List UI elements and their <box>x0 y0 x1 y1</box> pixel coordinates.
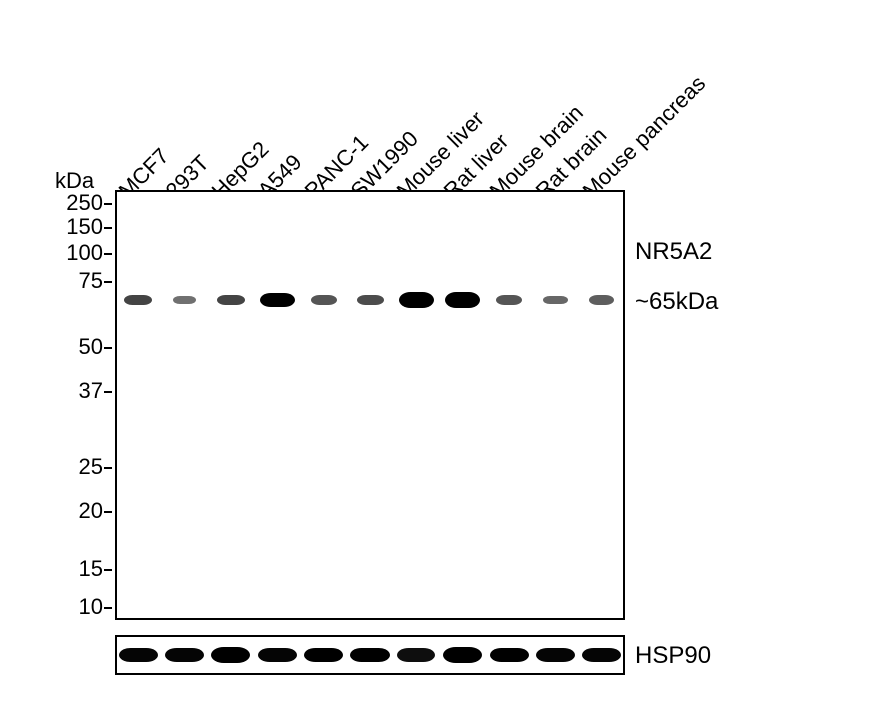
band <box>119 648 158 663</box>
band <box>357 295 384 305</box>
mw-tick-dash <box>104 467 112 469</box>
band <box>543 296 567 305</box>
mw-tick-dash <box>104 569 112 571</box>
mw-tick-dash <box>104 253 112 255</box>
band <box>258 648 297 663</box>
band <box>445 292 480 308</box>
mw-tick-label: 10 <box>48 594 103 620</box>
band <box>496 295 522 305</box>
western-blot-figure: kDa 25015010075503725201510 MCF7293THepG… <box>0 0 888 711</box>
mw-tick-dash <box>104 203 112 205</box>
main-blot-frame <box>115 190 625 620</box>
band <box>589 295 614 304</box>
right-label: NR5A2 <box>635 238 712 266</box>
band <box>124 295 152 305</box>
mw-tick-label: 100 <box>48 240 103 266</box>
mw-tick-label: 150 <box>48 214 103 240</box>
mw-tick-dash <box>104 511 112 513</box>
band <box>173 296 196 304</box>
mw-tick-label: 20 <box>48 498 103 524</box>
mw-tick-label: 250 <box>48 190 103 216</box>
band <box>260 293 295 307</box>
mw-tick-dash <box>104 347 112 349</box>
mw-tick-dash <box>104 391 112 393</box>
band <box>443 647 482 662</box>
band <box>582 648 621 663</box>
right-label: ~65kDa <box>635 288 718 316</box>
mw-tick-label: 15 <box>48 556 103 582</box>
mw-tick-label: 75 <box>48 268 103 294</box>
mw-tick-label: 37 <box>48 378 103 404</box>
band <box>350 648 389 663</box>
band <box>311 295 337 305</box>
band <box>536 648 575 663</box>
band <box>217 295 245 305</box>
band <box>397 648 435 662</box>
mw-tick-label: 50 <box>48 334 103 360</box>
band <box>490 648 529 663</box>
band <box>211 647 250 662</box>
mw-tick-label: 25 <box>48 454 103 480</box>
right-label: HSP90 <box>635 642 711 670</box>
band <box>165 648 204 663</box>
band <box>304 648 343 663</box>
mw-tick-dash <box>104 281 112 283</box>
mw-tick-dash <box>104 607 112 609</box>
mw-tick-dash <box>104 227 112 229</box>
band <box>399 292 434 307</box>
